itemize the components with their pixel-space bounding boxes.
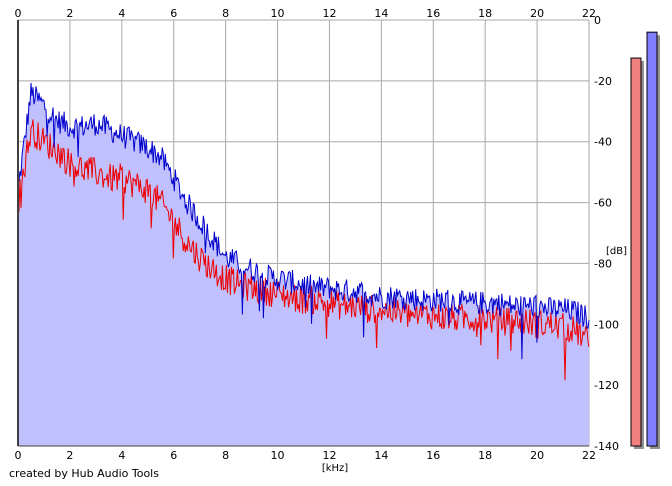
x-tick-label-top: 20	[530, 7, 544, 20]
x-tick-label-top: 8	[222, 7, 229, 20]
y-tick-labels: 0 -20 -40 -60 -80 -100 -120 -140	[594, 14, 619, 453]
y-tick-label: -140	[594, 440, 619, 453]
x-tick-label-bottom: 2	[66, 449, 73, 462]
level-meter-bar	[630, 57, 642, 447]
axes	[17, 20, 589, 447]
level-meters	[630, 31, 660, 450]
y-tick-label: -120	[594, 379, 619, 392]
y-tick-label: 0	[594, 14, 601, 27]
y-tick-label: -100	[594, 318, 619, 331]
x-tick-label-top: 2	[66, 7, 73, 20]
spectrum-area	[18, 82, 589, 447]
x-tick-label-top: 6	[170, 7, 177, 20]
x-tick-label-bottom: 6	[170, 449, 177, 462]
credit-text: created by Hub Audio Tools	[9, 467, 159, 480]
x-tick-label-bottom: 18	[478, 449, 492, 462]
level-meter-bar	[646, 31, 658, 447]
series-lines	[17, 82, 590, 381]
x-tick-label-top: 10	[271, 7, 285, 20]
y-tick-label: -60	[594, 197, 612, 210]
x-tick-labels-bottom: 0 2 4 6 8 10 12 14 16 18 20 22	[15, 449, 597, 462]
y-tick-label: -80	[594, 257, 612, 270]
x-tick-label-top: 12	[322, 7, 336, 20]
x-tick-label-bottom: 14	[374, 449, 388, 462]
x-tick-label-top: 4	[118, 7, 125, 20]
series-line-blue	[17, 82, 590, 360]
x-tick-label-bottom: 12	[322, 449, 336, 462]
x-tick-label-top: 16	[426, 7, 440, 20]
x-tick-label-bottom: 0	[15, 449, 22, 462]
x-tick-label-top: 18	[478, 7, 492, 20]
x-tick-label-top: 22	[582, 7, 596, 20]
x-tick-label-bottom: 10	[271, 449, 285, 462]
y-tick-label: -20	[594, 75, 612, 88]
x-axis-label: [kHz]	[322, 463, 348, 474]
x-tick-label-bottom: 22	[582, 449, 596, 462]
x-tick-label-bottom: 8	[222, 449, 229, 462]
x-tick-label-bottom: 16	[426, 449, 440, 462]
spectrum-fill	[18, 82, 589, 447]
x-tick-label-top: 14	[374, 7, 388, 20]
y-axis-label: [dB]	[606, 246, 627, 257]
x-tick-label-bottom: 4	[118, 449, 125, 462]
x-tick-labels-top: 0 2 4 6 8 10 12 14 16 18 20 22	[15, 7, 597, 20]
x-tick-label-bottom: 20	[530, 449, 544, 462]
x-tick-label-top: 0	[15, 7, 22, 20]
y-tick-label: -40	[594, 136, 612, 149]
